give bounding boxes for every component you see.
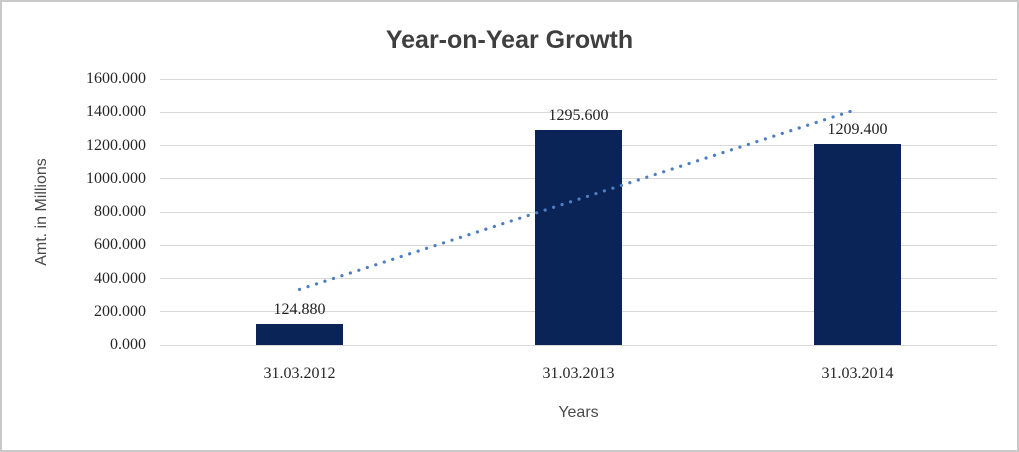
x-tick-label: 31.03.2012	[263, 365, 336, 382]
y-tick-label: 1600.000	[86, 70, 146, 87]
y-tick-label: 800.000	[94, 203, 146, 220]
bar-data-label: 1209.400	[827, 120, 888, 138]
y-tick-label: 1200.000	[86, 136, 146, 154]
chart-title: Year-on-Year Growth	[385, 26, 634, 54]
y-tick-label: 1400.000	[86, 103, 146, 121]
gridline	[160, 78, 997, 80]
y-tick-label: 400.000	[94, 269, 146, 287]
bar	[814, 143, 901, 345]
bar-data-label: 1295.600	[548, 106, 609, 124]
y-tick-label: 200.000	[94, 302, 146, 320]
y-tick-label: 1000.000	[86, 169, 146, 187]
bar	[256, 324, 343, 345]
bar	[535, 129, 622, 345]
x-axis-title: Years	[558, 404, 599, 421]
plot-area: 124.880 1295.600 1209.400	[160, 78, 997, 346]
x-tick-label: 31.03.2014	[821, 365, 894, 382]
bar-data-label: 124.880	[273, 301, 326, 319]
gridline	[160, 344, 997, 346]
y-tick-label: 0.000	[110, 336, 146, 353]
x-tick-label: 31.03.2013	[542, 365, 615, 382]
y-tick-label: 600.000	[94, 236, 146, 254]
